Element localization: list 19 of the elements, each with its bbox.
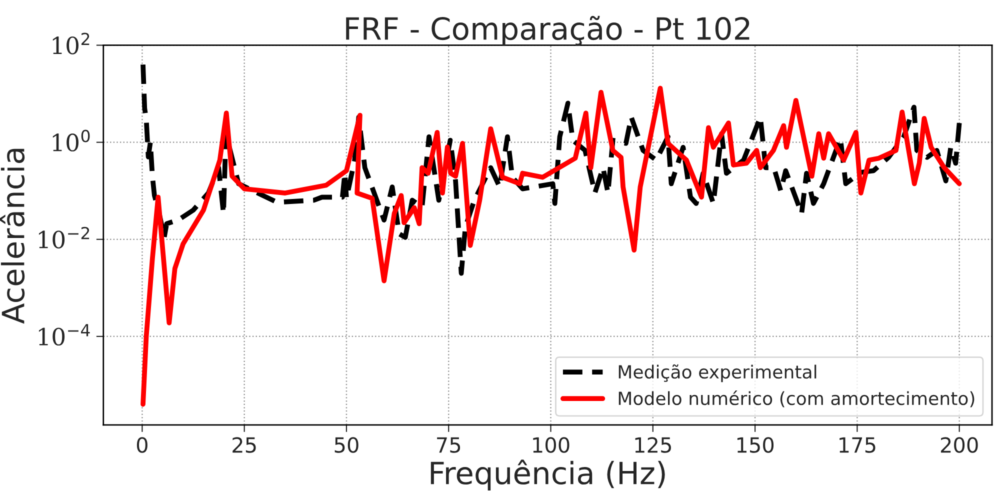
chart-title: FRF - Comparação - Pt 102 (346, 16, 750, 46)
y-axis-title: Acelerância (0, 148, 25, 324)
x-tick-label: 200 (940, 437, 978, 453)
x-tick-label: 0 (136, 437, 148, 453)
x-tick-label: 150 (737, 437, 774, 453)
x-tick-label: 100 (533, 437, 570, 453)
x-tick-label: 50 (334, 437, 358, 453)
y-tick-label: 10$^{2}$ (52, 32, 90, 54)
legend-label: Medição experimental (618, 364, 816, 382)
x-tick-label: 175 (840, 437, 876, 453)
legend-label: Modelo numérico (com amortecimento) (618, 390, 974, 408)
line-series (140, 62, 962, 276)
x-tick-label: 25 (232, 437, 256, 453)
y-tick-label: 10$^{−2}$ (38, 226, 90, 248)
x-tick-label: 125 (635, 437, 671, 453)
x-tick-label: 75 (437, 437, 460, 453)
y-tick-label: 10$^{−4}$ (38, 324, 90, 346)
x-axis-title: Frequência (Hz) (430, 460, 665, 490)
y-tick-label: 10$^{0}$ (52, 130, 90, 152)
